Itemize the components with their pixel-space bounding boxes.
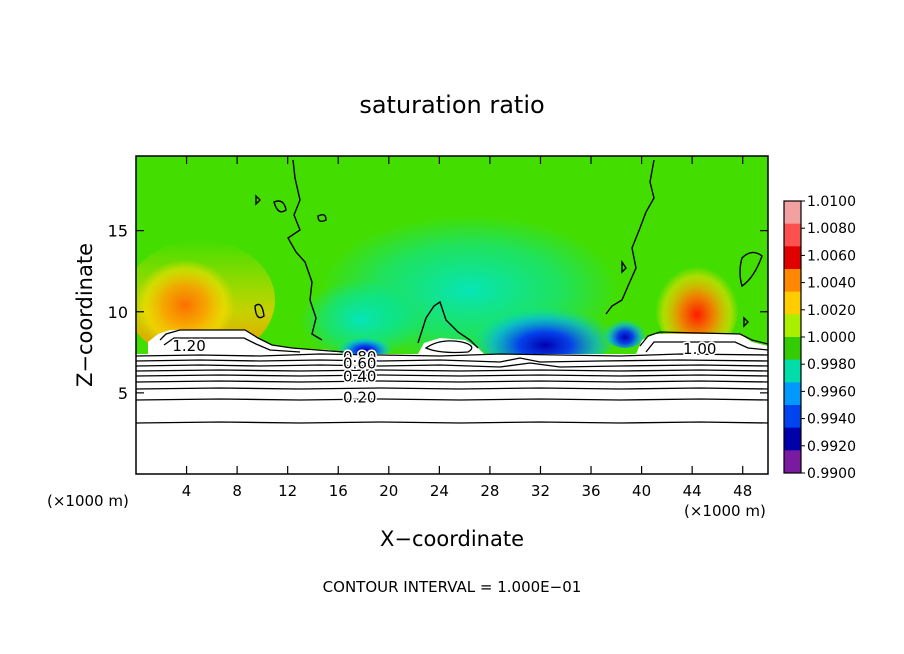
contour-line-9: [136, 421, 768, 424]
contour-line-5: [136, 374, 768, 377]
blue-region-right: [603, 312, 647, 348]
warm-region-right: [655, 257, 739, 353]
y-tick-label-1: 10: [108, 303, 128, 322]
contour-line-4: [136, 369, 768, 372]
contour-islet-6: [621, 259, 627, 274]
colorbar-swatch-2: [784, 246, 801, 270]
contour-islet-3: [317, 213, 327, 223]
cloud-right-outline-inner: [645, 341, 768, 353]
contour-upper-right: [605, 159, 655, 315]
colorbar-label-5: 1.0000: [807, 330, 856, 346]
plot-frame: [135, 155, 769, 475]
colorbar-label-10: 0.9900: [807, 466, 856, 482]
colorbar-label-0: 1.0100: [807, 194, 856, 210]
colorbar-label-8: 0.9940: [807, 412, 856, 428]
colorbar: 1.0100 1.0080 1.0060 1.0040 1.0020 1.0000 0.99…: [783, 194, 856, 482]
contour-line-7: [136, 387, 768, 390]
colorbar-label-3: 1.0040: [807, 276, 856, 292]
y-axis-label: Z−coordinate: [73, 243, 97, 387]
contour-label-0: 1.20: [172, 337, 205, 355]
field-blobs: [136, 215, 739, 368]
contour-line-1: [136, 353, 768, 357]
stratified-contours: [136, 353, 768, 424]
cloud-left-outline-inner: [163, 337, 301, 353]
contour-line-8: [136, 398, 768, 401]
contour-islet-1: [255, 194, 261, 206]
contour-label-1: 1.00: [683, 340, 716, 358]
cloud-center-outline: [424, 340, 473, 354]
x-tick-label-9: 40: [632, 482, 651, 500]
cloud-right-outline-outer: [639, 331, 768, 347]
x-axis-label: X−coordinate: [380, 527, 524, 551]
contour-label-3: 0.60: [343, 355, 376, 373]
contour-line-6: [136, 380, 768, 383]
colorbar-swatch-0: [784, 201, 801, 225]
colorbar-label-6: 0.9980: [807, 357, 856, 373]
colorbar-swatch-11: [784, 450, 801, 474]
colorbar-swatch-8: [784, 382, 801, 406]
plot-area: 1.20 1.00 0.800.600.40 0.20: [136, 156, 768, 474]
contour-label-5: 0.20: [343, 389, 376, 407]
chart-title: saturation ratio: [359, 91, 544, 119]
colorbar-label-7: 0.9960: [807, 384, 856, 400]
contour-islet-4: [254, 303, 265, 319]
colorbar-label-4: 1.0020: [807, 303, 856, 319]
blue-region-left: [337, 331, 393, 359]
cloud-contours: [159, 329, 768, 354]
x-tick-label-7: 32: [531, 482, 550, 500]
colorbar-swatch-1: [784, 223, 801, 247]
contour-upper-left: [287, 159, 323, 341]
colorbar-swatch-3: [784, 269, 801, 293]
x-tick-label-11: 48: [733, 482, 752, 500]
upper-contour: [254, 159, 763, 349]
colorbar-swatch-9: [784, 405, 801, 429]
cloud-left: [148, 330, 345, 354]
colorbar-swatch-7: [784, 359, 801, 383]
contour-line-2: [136, 357, 768, 363]
colorbar-swatch-6: [784, 337, 801, 361]
contour-islet-2: [273, 200, 287, 213]
x-tick-label-6: 28: [480, 482, 499, 500]
cloud-blanks: [148, 330, 768, 354]
x-tick-label-8: 36: [581, 482, 600, 500]
x-tick-label-3: 16: [329, 482, 348, 500]
cloud-left-outline-outer: [159, 329, 346, 353]
x-tick-label-4: 20: [379, 482, 398, 500]
contour-islet-7: [743, 316, 749, 328]
colorbar-swatch-10: [784, 427, 801, 451]
colorbar-label-2: 1.0060: [807, 248, 856, 264]
contour-islet-5: [739, 251, 763, 288]
cloud-right: [636, 334, 768, 354]
blue-region-center: [470, 292, 620, 368]
lower-blank-region: [136, 354, 768, 474]
colorbar-label-9: 0.9920: [807, 439, 856, 455]
y-tick-label-2: 15: [108, 222, 128, 241]
x-unit-left: (×1000 m): [47, 492, 129, 510]
y-tick-label-0: 5: [118, 384, 128, 403]
x-unit-right: (×1000 m): [684, 502, 766, 520]
warm-region-left: [136, 260, 235, 350]
x-tick-label-2: 12: [278, 482, 297, 500]
contour-label-2: 0.80: [343, 348, 376, 366]
x-axis-ticks: 4 8 12 16 20 24 28 32 36 40 44 48: [182, 156, 752, 500]
x-tick-label-10: 44: [683, 482, 702, 500]
contour-bump-center: [417, 300, 479, 349]
contour-labels: 1.20 1.00 0.800.600.40 0.20: [171, 335, 718, 408]
colorbar-swatch-5: [784, 314, 801, 338]
contour-interval-note: CONTOUR INTERVAL = 1.000E−01: [323, 578, 582, 596]
contour-label-4: 0.40: [343, 368, 376, 386]
y-axis-ticks: 5 10 15: [108, 222, 768, 403]
x-tick-label-1: 8: [232, 482, 242, 500]
x-tick-label-0: 4: [182, 482, 192, 500]
colorbar-swatch-4: [784, 291, 801, 315]
x-tick-label-5: 24: [430, 482, 449, 500]
colorbar-label-1: 1.0080: [807, 221, 856, 237]
contour-line-3: [136, 362, 768, 368]
